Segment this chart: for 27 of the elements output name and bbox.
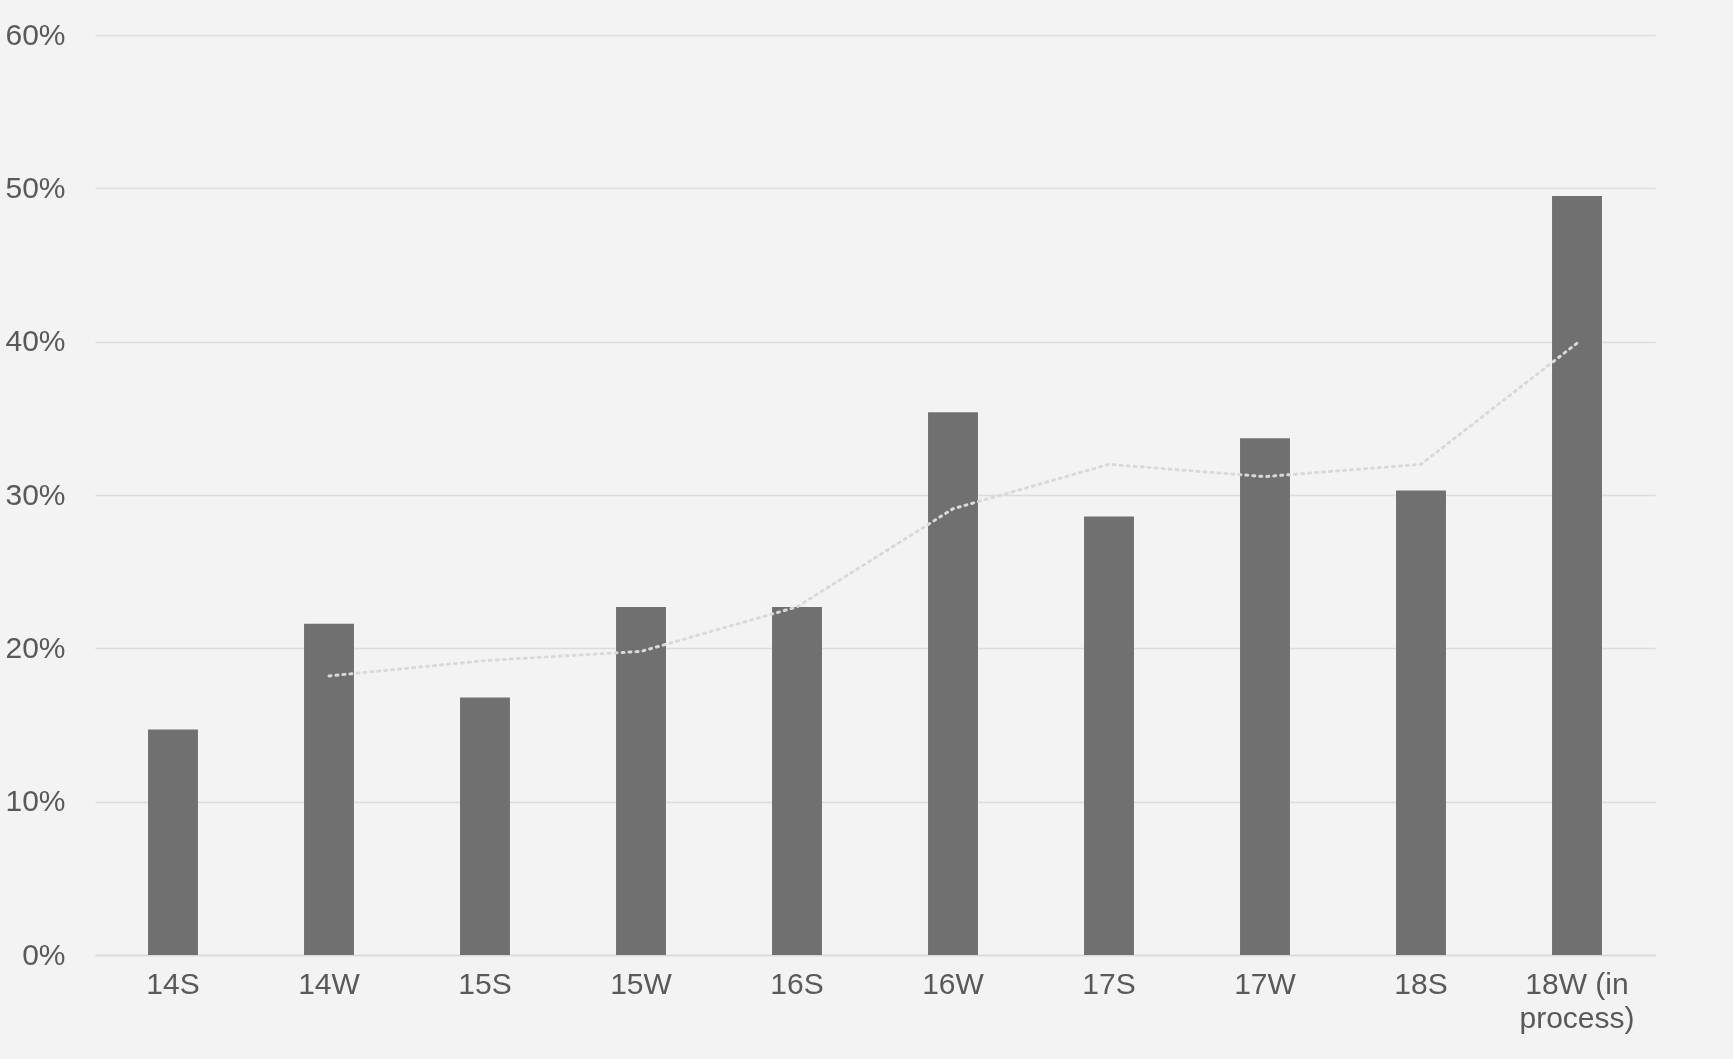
x-tick-label: 14W bbox=[298, 966, 361, 1000]
bar bbox=[460, 697, 510, 955]
y-tick-label: 10% bbox=[5, 784, 66, 818]
y-tick-label: 40% bbox=[5, 324, 66, 358]
x-tick-label: 14S bbox=[146, 966, 200, 1000]
x-tick-label: 16W bbox=[922, 966, 985, 1000]
bar bbox=[928, 412, 978, 955]
y-tick-label: 60% bbox=[5, 17, 66, 51]
x-tick-label: 17S bbox=[1082, 966, 1136, 1000]
y-tick-label: 20% bbox=[5, 630, 66, 664]
bar bbox=[1396, 490, 1446, 955]
bar bbox=[148, 729, 198, 955]
bar bbox=[304, 623, 354, 955]
x-tick-label: 15S bbox=[458, 966, 512, 1000]
bar bbox=[1084, 516, 1134, 955]
x-tick-label: 17W bbox=[1234, 966, 1297, 1000]
x-tick-label: 18S bbox=[1394, 966, 1448, 1000]
x-tick-label: 15W bbox=[610, 966, 673, 1000]
x-tick-label: 18W (in process) bbox=[1519, 966, 1635, 1034]
y-tick-label: 50% bbox=[5, 170, 66, 204]
bar bbox=[1240, 438, 1290, 955]
bar bbox=[616, 606, 666, 955]
bar bbox=[1552, 196, 1602, 955]
bar bbox=[772, 606, 822, 955]
y-tick-label: 0% bbox=[22, 937, 66, 971]
y-tick-label: 30% bbox=[5, 477, 66, 511]
x-tick-label: 16S bbox=[770, 966, 824, 1000]
